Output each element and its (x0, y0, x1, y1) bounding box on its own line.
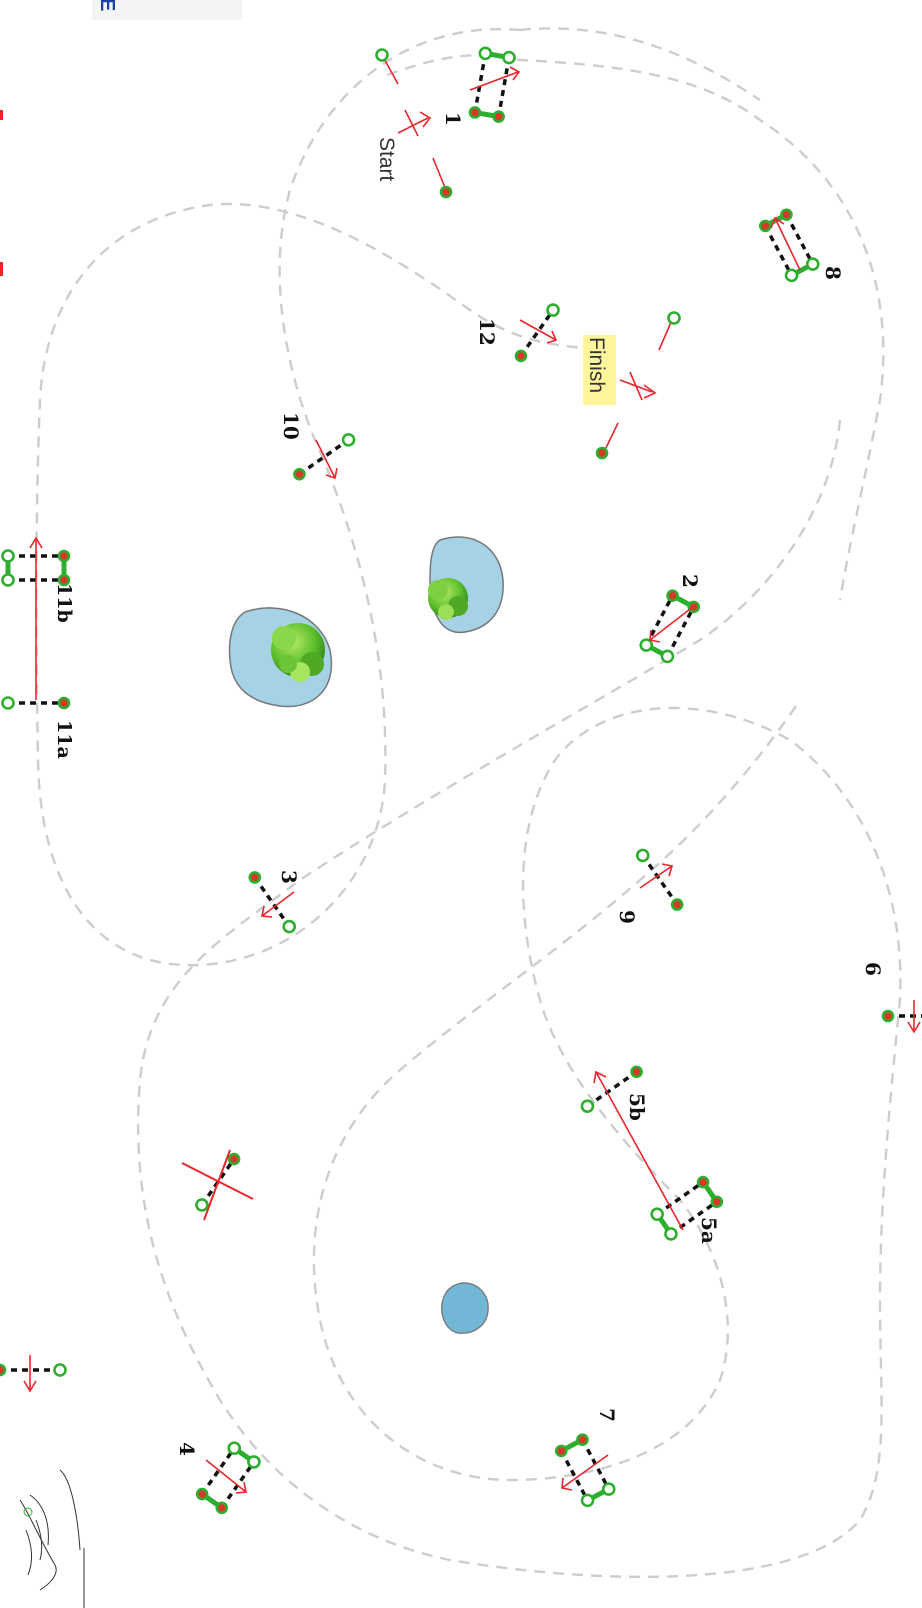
obstacle-label-3: 3 (277, 870, 301, 884)
direction-arrow-icon (649, 605, 695, 643)
edge-marks (0, 110, 3, 276)
direction-arrow-icon (561, 1454, 609, 1491)
obstacle-label-2: 2 (678, 574, 702, 588)
obstacle-label-8: 9 (615, 910, 639, 924)
obstacle-label-11a: 11a (53, 720, 75, 759)
obstacle-label-12: 12 (475, 318, 499, 346)
direction-arrow-icon (23, 1355, 37, 1393)
obstacle-label-4: 4 (175, 1442, 199, 1456)
rider-sketch-icon (19, 1469, 85, 1608)
start-label: Start (375, 137, 398, 182)
course-path (35, 27, 902, 1579)
obstacle-9 (757, 206, 822, 285)
direction-arrow-icon (593, 1070, 684, 1231)
obstacle-label-1: 1 (441, 112, 465, 126)
obstacle-7 (553, 1431, 618, 1510)
obstacle-label-6: 6 (861, 962, 885, 976)
edge-obstacle (0, 1363, 67, 1377)
obstacle-label-5b: 5b (625, 1093, 649, 1121)
obstacle-label-10: 10 (279, 412, 303, 440)
obstacle-label-9: 8 (821, 266, 845, 280)
obstacle-label-11b: 11b (53, 583, 75, 623)
finish-label: Finish (585, 337, 608, 393)
finish-highlight (583, 335, 616, 405)
obstacle-label-5a: 5a (697, 1217, 721, 1244)
obstacle-2 (637, 587, 702, 666)
bush-icon (271, 623, 325, 682)
direction-arrow-icon (639, 863, 674, 889)
direction-arrow-icon (261, 891, 295, 918)
obstacle-label-7: 7 (595, 1408, 619, 1422)
obstacle-1 (467, 45, 517, 124)
start-gate (381, 54, 447, 191)
direction-arrow-icon (29, 536, 43, 700)
direction-arrow-icon (315, 439, 338, 480)
cross-out-icon (181, 1149, 254, 1221)
obstacle-8 (633, 846, 686, 913)
obstacle-11a (1, 696, 71, 710)
water-pond-icon (441, 1282, 489, 1334)
direction-arrow-icon (770, 216, 801, 271)
finish-gate (603, 319, 673, 453)
direction-arrow-icon (469, 66, 521, 91)
obstacle-6 (881, 1009, 922, 1023)
direction-arrow-icon (205, 1459, 247, 1494)
start-finish-standards (375, 48, 681, 460)
direction-arrow-icon (519, 319, 558, 344)
header-letter-box: E (92, 0, 242, 20)
bush-icon (428, 578, 468, 620)
direction-arrow-icon (907, 1000, 921, 1034)
obstacle-10 (291, 430, 358, 483)
